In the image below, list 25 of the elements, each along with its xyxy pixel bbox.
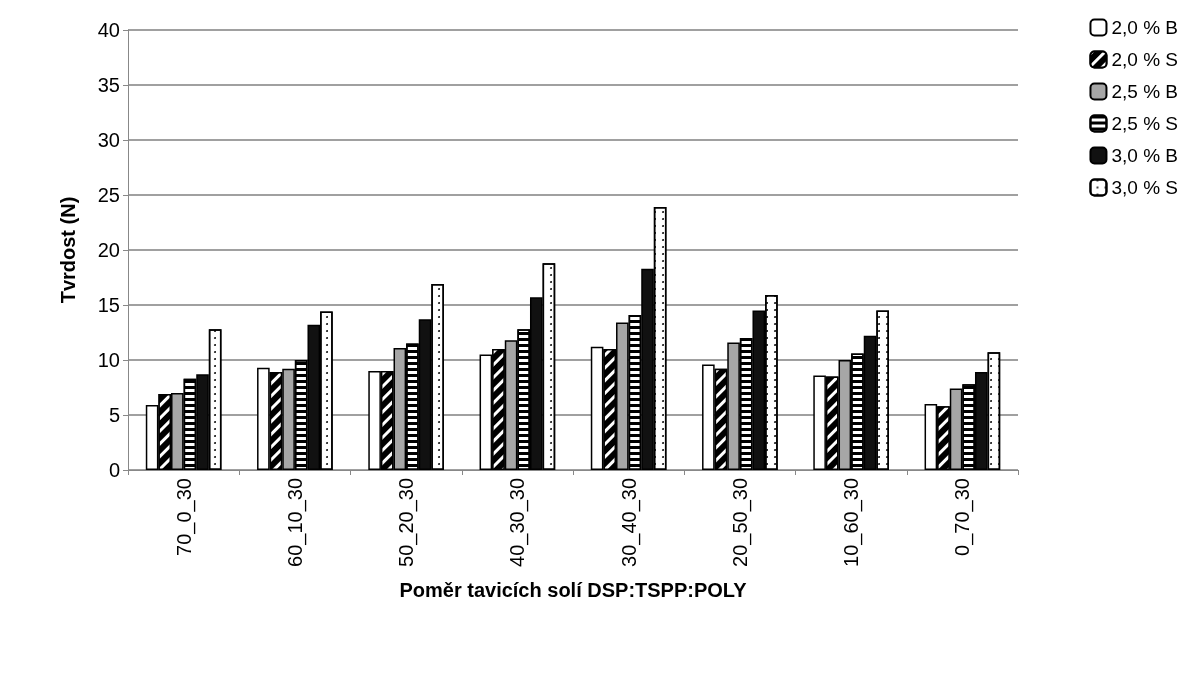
y-tick-label: 15 <box>97 294 120 316</box>
legend-label: 2,0 % B <box>1111 17 1179 38</box>
y-tick-label: 25 <box>97 184 120 206</box>
y-tick-label: 20 <box>97 239 120 261</box>
legend-label: 2,5 % B <box>1111 81 1179 102</box>
x-tick-label: 70_0_30 <box>172 478 196 556</box>
y-tick-label: 0 <box>108 459 120 481</box>
legend-label: 2,5 % S <box>1111 113 1179 134</box>
x-tick-label: 30_40_30 <box>617 478 641 567</box>
x-tick-label: 50_20_30 <box>395 478 419 567</box>
x-tick-label: 0_70_30 <box>951 478 975 556</box>
y-tick-label: 5 <box>108 404 120 426</box>
x-tick-label: 40_30_30 <box>506 478 530 567</box>
y-tick-label: 35 <box>97 74 120 96</box>
y-tick-label: 40 <box>97 19 120 41</box>
x-tick-label: 10_60_30 <box>840 478 864 567</box>
x-tick-label: 60_10_30 <box>283 478 307 567</box>
y-axis-title: Tvrdost (N) <box>57 196 79 304</box>
legend-label: 2,0 % S <box>1111 49 1179 70</box>
y-tick-label: 30 <box>97 129 120 151</box>
legend-label: 3,0 % S <box>1111 177 1179 198</box>
x-tick-label: 20_50_30 <box>728 478 752 567</box>
y-tick-label: 10 <box>97 349 120 371</box>
x-axis-title: Poměr tavicích solí DSP:TSPP:POLY <box>399 579 748 601</box>
legend-label: 3,0 % B <box>1111 145 1179 166</box>
